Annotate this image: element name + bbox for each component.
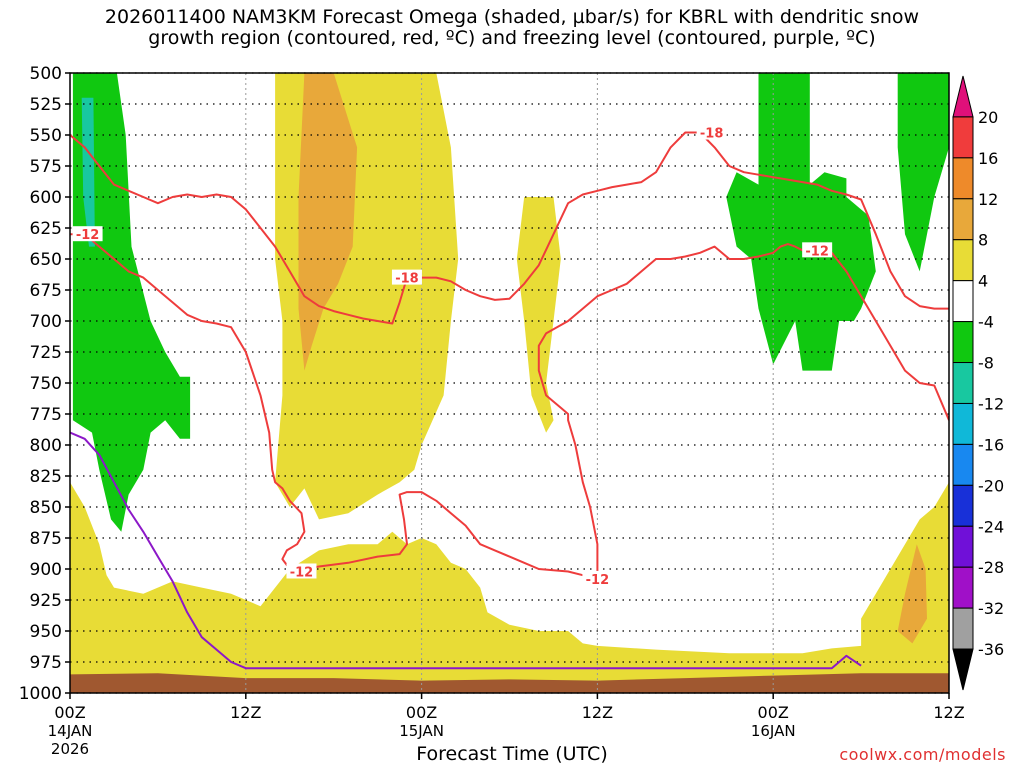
colorbar-label-8: -16 xyxy=(978,435,1004,454)
colorbar-bin-5 xyxy=(952,280,974,323)
colorbar-label-7: -12 xyxy=(978,394,1004,413)
colorbar-label-2: 12 xyxy=(978,190,998,209)
chart-title-line-2: growth region (contoured, red, ºC) and f… xyxy=(148,27,876,49)
axis-layer: 500 525 550 575 600 625 650 675 700 725 750 775 800 8… xyxy=(19,64,965,758)
x-axis-title: Forecast Time (UTC) xyxy=(416,743,608,765)
contour-line-2 xyxy=(70,131,949,325)
contour-label-3: -18 xyxy=(395,272,419,287)
colorbar-label-10: -24 xyxy=(978,517,1004,536)
shade-sinking-midday-core xyxy=(298,73,358,371)
y-tick-label-500: 500 xyxy=(30,64,62,84)
colorbar-bin-12 xyxy=(952,566,974,609)
colorbar-bin-7 xyxy=(952,362,974,404)
y-tick-label-600: 600 xyxy=(30,188,62,208)
x-tick-label-36: 12Z xyxy=(582,703,613,722)
y-tick-label-675: 675 xyxy=(30,281,62,301)
contour-line-3 xyxy=(70,431,862,670)
colorbar-bin-bottom xyxy=(952,648,974,691)
x-tick-label-12: 12Z xyxy=(230,703,261,722)
colorbar-bin-1 xyxy=(952,116,974,159)
y-tick-label-800: 800 xyxy=(30,436,62,456)
shade-rising-motion-early-core xyxy=(81,97,95,247)
colorbar-bin-10 xyxy=(952,484,974,527)
y-tick-label-875: 875 xyxy=(30,529,62,549)
credit-text: coolwx.com/models xyxy=(839,745,1006,764)
contour-label-5: -12 xyxy=(805,244,829,259)
shade-sinking-late-low xyxy=(861,482,949,662)
shade-rising-motion-upper-right xyxy=(897,73,949,272)
contour-label-0: -12 xyxy=(76,228,100,243)
x-tick-date-48: 16JAN xyxy=(751,722,796,740)
terrain-surface xyxy=(70,673,949,693)
contour-layer xyxy=(70,131,949,670)
shade-sinking-late-low-core xyxy=(897,544,927,644)
colorbar-label-4: 4 xyxy=(978,272,988,291)
contour-line-1 xyxy=(537,243,949,579)
x-tick-year-0: 2026 xyxy=(51,740,89,758)
colorbar-bin-4 xyxy=(952,239,974,282)
colorbar-label-9: -20 xyxy=(978,476,1004,495)
colorbar-label-0: 20 xyxy=(978,108,998,127)
x-tick-label-60: 12Z xyxy=(933,703,964,722)
colorbar-label-6: -8 xyxy=(978,354,994,373)
x-tick-date-0: 14JAN xyxy=(48,722,93,740)
y-tick-label-1000: 1000 xyxy=(19,684,62,704)
colorbar: 20 16 12 8 4 -4 -8 -12 -16 -20 -24 -28 -32 -36 xyxy=(952,75,1004,691)
y-tick-label-825: 825 xyxy=(30,467,62,487)
colorbar-label-3: 8 xyxy=(978,231,988,250)
y-tick-label-625: 625 xyxy=(30,219,62,239)
contour-label-bg-1 xyxy=(286,563,317,579)
terrain-layer xyxy=(70,673,949,693)
chart-title-line-1: 2026011400 NAM3KM Forecast Omega (shaded… xyxy=(104,6,920,28)
contour-label-1: -12 xyxy=(290,565,314,580)
grid-layer xyxy=(70,72,949,694)
y-tick-label-950: 950 xyxy=(30,622,62,642)
contour-label-bg-3 xyxy=(391,269,422,285)
y-tick-label-700: 700 xyxy=(30,312,62,332)
shade-sinking-lower-layer xyxy=(70,482,949,681)
colorbar-bin-3 xyxy=(952,198,974,241)
colorbar-bin-11 xyxy=(952,525,974,568)
colorbar-bin-2 xyxy=(952,157,974,200)
y-tick-label-850: 850 xyxy=(30,498,62,518)
y-tick-label-750: 750 xyxy=(30,374,62,394)
y-tick-label-925: 925 xyxy=(30,591,62,611)
contour-label-bg-0 xyxy=(72,226,103,242)
y-tick-label-775: 775 xyxy=(30,405,62,425)
y-tick-label-725: 725 xyxy=(30,343,62,363)
contour-label-bg-2 xyxy=(582,570,613,586)
colorbar-label-13: -36 xyxy=(978,640,1004,659)
colorbar-label-12: -32 xyxy=(978,599,1004,618)
x-tick-date-24: 15JAN xyxy=(399,722,444,740)
colorbar-label-5: -4 xyxy=(978,313,994,332)
colorbar-bin-9 xyxy=(952,443,974,486)
omega-shading-layer xyxy=(70,73,949,681)
contour-label-layer: -12 -12 -12 -18 -18 -12 xyxy=(72,124,833,588)
y-tick-label-975: 975 xyxy=(30,653,62,673)
y-tick-label-525: 525 xyxy=(30,95,62,115)
contour-label-2: -12 xyxy=(586,573,610,588)
x-tick-label-48: 00Z xyxy=(758,703,789,722)
colorbar-bin-6 xyxy=(952,321,974,364)
x-tick-label-24: 00Z xyxy=(406,703,437,722)
contour-line-0 xyxy=(70,233,598,580)
colorbar-label-1: 16 xyxy=(978,149,998,168)
y-tick-label-575: 575 xyxy=(30,157,62,177)
x-tick-label-0: 00Z xyxy=(54,703,85,722)
shade-rising-motion-early xyxy=(72,73,191,532)
shade-sinking-mid-band xyxy=(516,197,561,433)
contour-label-bg-5 xyxy=(802,242,833,258)
colorbar-bin-8 xyxy=(952,402,974,445)
y-tick-label-900: 900 xyxy=(30,560,62,580)
contour-label-4: -18 xyxy=(700,127,724,142)
y-tick-label-650: 650 xyxy=(30,250,62,270)
colorbar-label-11: -28 xyxy=(978,558,1004,577)
shade-rising-motion-late xyxy=(726,73,876,371)
colorbar-bin-top xyxy=(952,75,974,118)
colorbar-bin-13 xyxy=(952,607,974,650)
contour-label-bg-4 xyxy=(696,124,727,140)
y-tick-label-550: 550 xyxy=(30,126,62,146)
